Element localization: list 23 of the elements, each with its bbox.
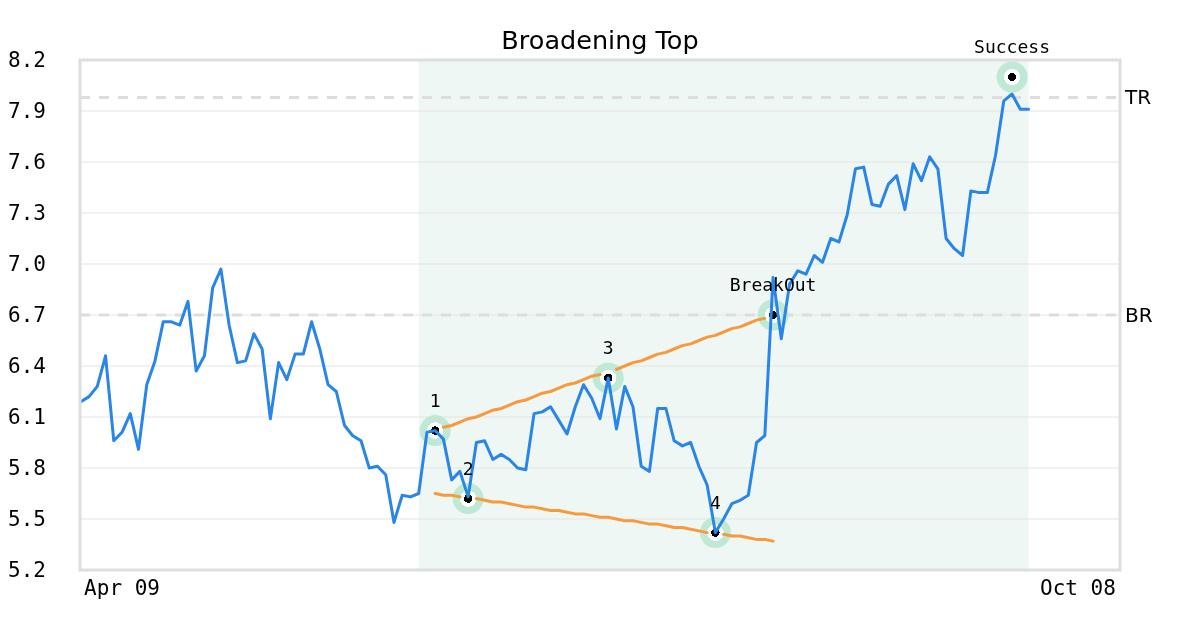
line-series [79,92,1031,535]
y-tick-label: 8.2 [8,48,46,72]
annotation: 3 [602,336,614,358]
x-tick-label: Oct 08 [1040,576,1116,600]
annotation: 2 [462,457,474,479]
annotation: 4 [709,491,721,513]
annotation: Success [974,36,1050,57]
y-tick-label: 7.9 [8,99,46,123]
chart-title: Broadening Top [501,25,699,55]
y-tick-label: 6.4 [8,354,46,378]
y-tick-label: 5.8 [8,456,46,480]
ref-line-label: BR [1125,303,1153,327]
y-tick-label: 7.6 [8,150,46,174]
y-tick-label: 6.1 [8,405,46,429]
y-tick-label: 5.5 [8,507,46,531]
y-tick-label: 7.0 [8,252,46,276]
ref-line-label: TR [1124,85,1152,110]
y-tick-label: 5.2 [8,558,46,582]
y-tick-label: 6.7 [8,303,46,327]
annotation: 1 [429,389,441,411]
point [996,61,1028,93]
y-tick-label: 7.3 [8,201,46,225]
x-tick-label: Apr 09 [84,576,160,600]
